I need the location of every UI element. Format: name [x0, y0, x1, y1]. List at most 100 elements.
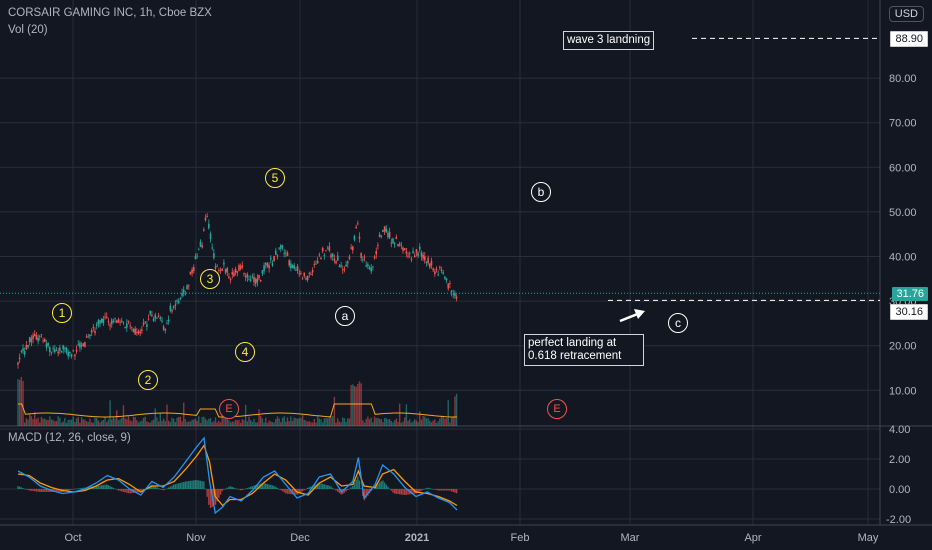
- candle-body: [403, 248, 406, 251]
- candle-body: [390, 242, 393, 244]
- candle-body: [440, 269, 443, 271]
- macd-hist-bar: [248, 487, 250, 489]
- volume-bar: [29, 413, 31, 426]
- candle-body: [269, 257, 272, 260]
- macd-hist-bar: [265, 483, 267, 489]
- macd-hist-bar: [271, 485, 274, 489]
- candle-body: [55, 350, 58, 352]
- macd-indicator-label: MACD (12, 26, close, 9): [8, 432, 131, 444]
- volume-bar: [275, 419, 277, 426]
- macd-hist-bar: [32, 489, 34, 492]
- volume-bar: [42, 418, 44, 426]
- volume-bar: [17, 379, 19, 426]
- volume-bar: [268, 420, 270, 426]
- volume-bar: [59, 417, 61, 426]
- candle-body: [365, 265, 367, 267]
- macd-hist-bar: [216, 489, 218, 502]
- volume-bar: [315, 422, 317, 426]
- volume-bar: [198, 416, 200, 426]
- time-axis: Oct Nov Dec 2021 Feb Mar Apr May: [64, 532, 878, 544]
- volume-bar: [255, 422, 257, 426]
- volume-bar: [104, 416, 106, 426]
- macd-hist-bar: [183, 481, 185, 489]
- macd-hist-bar: [161, 489, 163, 490]
- currency-button[interactable]: USD: [888, 6, 924, 22]
- macd-hist-bar: [326, 485, 329, 489]
- candle-body: [343, 268, 346, 270]
- candle-body: [418, 246, 421, 250]
- macd-hist-bar: [164, 489, 167, 490]
- price-tick-label: 10.00: [889, 385, 917, 397]
- candle-body: [221, 268, 224, 271]
- earnings-marker-feb[interactable]: E: [547, 399, 567, 419]
- macd-hist-bar: [57, 489, 59, 492]
- volume-bar: [69, 419, 71, 426]
- candle-body: [439, 266, 441, 268]
- volume-bar: [300, 418, 302, 426]
- volume-bar: [137, 422, 140, 426]
- volume-bar: [193, 419, 195, 426]
- volume-bar: [107, 419, 110, 426]
- volume-bar: [25, 418, 28, 426]
- candle-body: [141, 329, 143, 332]
- candle-body: [65, 347, 68, 353]
- volume-bar: [72, 416, 74, 426]
- volume-bar: [211, 422, 213, 426]
- volume-bars: [17, 376, 458, 426]
- macd-hist-bar: [424, 488, 426, 490]
- macd-hist-bar: [54, 489, 56, 492]
- macd-hist-bar: [256, 484, 259, 489]
- volume-bar: [194, 418, 197, 426]
- candle-body: [367, 264, 369, 267]
- macd-line: [17, 436, 458, 515]
- candle-body: [449, 283, 451, 284]
- candle-body: [353, 235, 356, 240]
- candle-body: [412, 251, 414, 253]
- volume-bar: [291, 420, 294, 426]
- candle-body: [154, 314, 157, 319]
- volume-bar: [248, 416, 250, 426]
- wave-label-2: 2: [138, 370, 158, 390]
- volume-bar: [295, 418, 297, 426]
- volume-bar: [403, 417, 406, 426]
- candle-body: [447, 283, 450, 289]
- volume-bar: [79, 422, 81, 426]
- volume-bar: [116, 410, 118, 426]
- volume-bar: [253, 418, 255, 426]
- candle-body: [274, 250, 277, 255]
- volume-bar: [243, 419, 245, 426]
- volume-bar: [281, 417, 284, 426]
- candle-body: [134, 328, 136, 335]
- earnings-marker-nov[interactable]: E: [219, 399, 239, 419]
- candle-body: [28, 336, 31, 343]
- macd-tick-label: 4.00: [889, 424, 910, 436]
- candle-body: [131, 326, 133, 328]
- candle-body: [400, 245, 403, 247]
- candle-body: [191, 269, 193, 273]
- macd-hist-bar: [343, 489, 346, 493]
- volume-bar: [30, 416, 33, 426]
- price-tick-label: 20.00: [889, 341, 917, 353]
- candle-body: [228, 276, 230, 278]
- candle-body: [348, 256, 351, 259]
- volume-bar: [172, 418, 175, 426]
- volume-bar: [273, 422, 275, 426]
- candle-body: [49, 347, 51, 352]
- candle-body: [206, 216, 208, 218]
- candle-body: [234, 268, 237, 273]
- macd-hist-bar: [352, 486, 354, 489]
- volume-bar: [308, 421, 310, 426]
- volume-bar: [398, 403, 401, 426]
- macd-hist-bar: [328, 485, 331, 489]
- candle-body: [109, 324, 111, 327]
- macd-hist-bar: [169, 486, 172, 489]
- candle-body: [132, 328, 135, 333]
- candle-body: [159, 317, 162, 320]
- volume-bar: [181, 421, 183, 426]
- candle-body: [57, 351, 59, 354]
- candle-body: [213, 253, 215, 259]
- volume-bar: [188, 421, 190, 426]
- macd-hist-bar: [221, 489, 223, 492]
- volume-bar: [301, 414, 304, 426]
